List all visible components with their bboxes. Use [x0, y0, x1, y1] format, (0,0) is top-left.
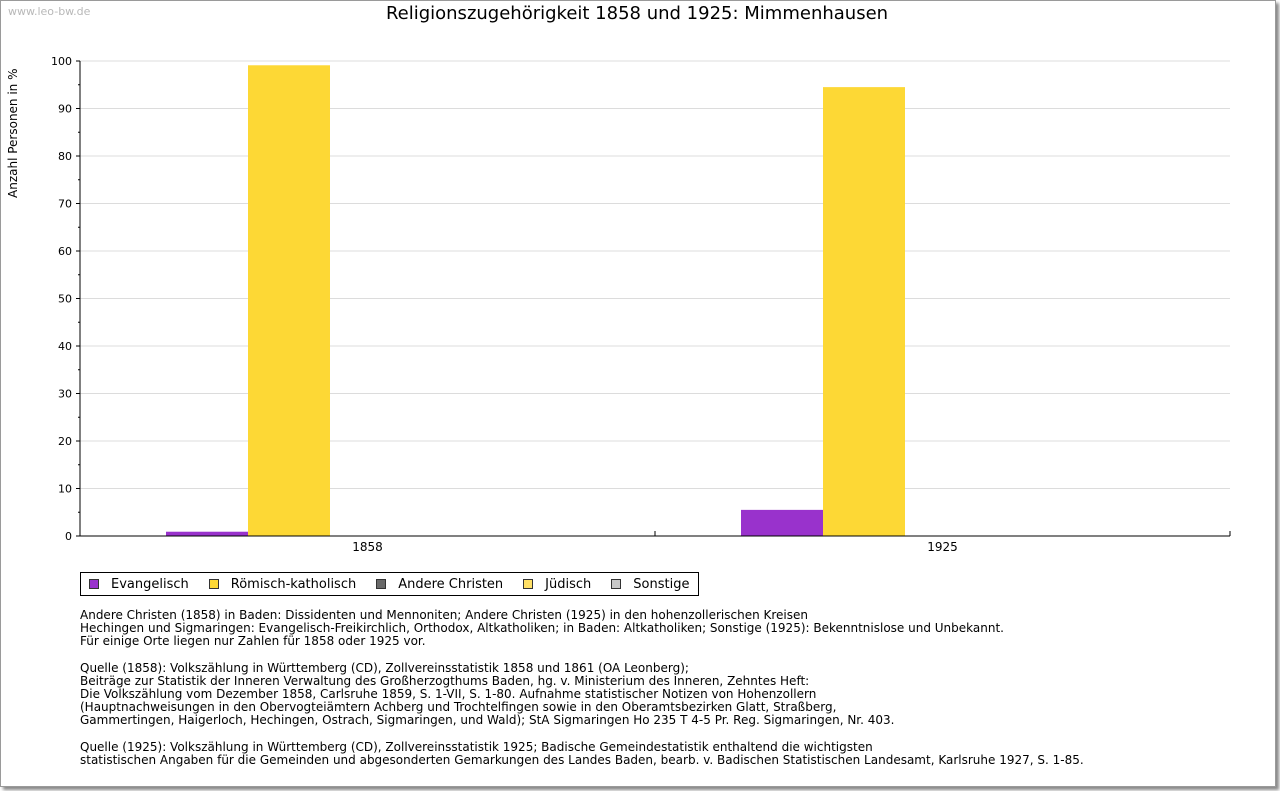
x-tick-label: 1858 — [352, 540, 383, 554]
legend-label: Römisch-katholisch — [230, 576, 357, 592]
y-tick-label: 100 — [51, 55, 72, 68]
y-tick-label: 20 — [58, 435, 72, 448]
chart-title: Religionszugehörigkeit 1858 und 1925: Mi… — [385, 3, 889, 24]
y-tick-label: 60 — [58, 245, 72, 258]
y-tick-label: 0 — [65, 530, 72, 543]
legend-item: Jüdisch — [523, 577, 591, 592]
note-andere-christen: Andere Christen (1858) in Baden: Disside… — [80, 608, 1004, 649]
bar-evangelisch-1925 — [741, 509, 823, 536]
x-tick-label: 1925 — [927, 540, 958, 554]
legend-item: Römisch-katholisch — [208, 576, 357, 592]
legend-swatch — [208, 579, 219, 589]
legend-item: Sonstige — [611, 577, 689, 592]
legend-swatch — [376, 579, 387, 589]
bar-chart: 0 10 20 30 40 50 60 70 80 90 100 1858 1925 — [51, 55, 1231, 554]
note-quelle-1858: Quelle (1858): Volkszählung in Württembe… — [80, 660, 895, 728]
watermark: www.leo-bw.de — [8, 5, 91, 18]
y-tick-label: 10 — [58, 483, 72, 496]
legend-label: Andere Christen — [398, 576, 504, 592]
legend-label: Evangelisch — [111, 576, 189, 592]
bar-r-misch-katholisch-1925 — [823, 87, 905, 536]
legend: Evangelisch Römisch-katholisch Andere Chri… — [80, 572, 700, 596]
legend-item: Evangelisch — [89, 577, 189, 592]
legend-item: Andere Christen — [376, 577, 503, 592]
note-quelle-1925: Quelle (1925): Volkszählung in Württembe… — [80, 739, 1084, 767]
legend-swatch — [611, 579, 622, 589]
bar-evangelisch-1858 — [166, 531, 248, 536]
bar-r-misch-katholisch-1858 — [248, 65, 330, 537]
legend-label: Jüdisch — [545, 576, 592, 592]
legend-swatch — [523, 579, 534, 589]
source-notes: Andere Christen (1858) in Baden: Disside… — [80, 608, 1084, 780]
y-tick-label: 90 — [58, 103, 72, 116]
y-tick-label: 50 — [58, 293, 72, 306]
legend-label: Sonstige — [633, 576, 690, 592]
y-tick-label: 30 — [58, 388, 72, 401]
y-tick-label: 80 — [58, 150, 72, 163]
legend-swatch — [89, 579, 99, 589]
y-tick-label: 40 — [58, 340, 72, 353]
y-tick-label: 70 — [58, 198, 72, 211]
